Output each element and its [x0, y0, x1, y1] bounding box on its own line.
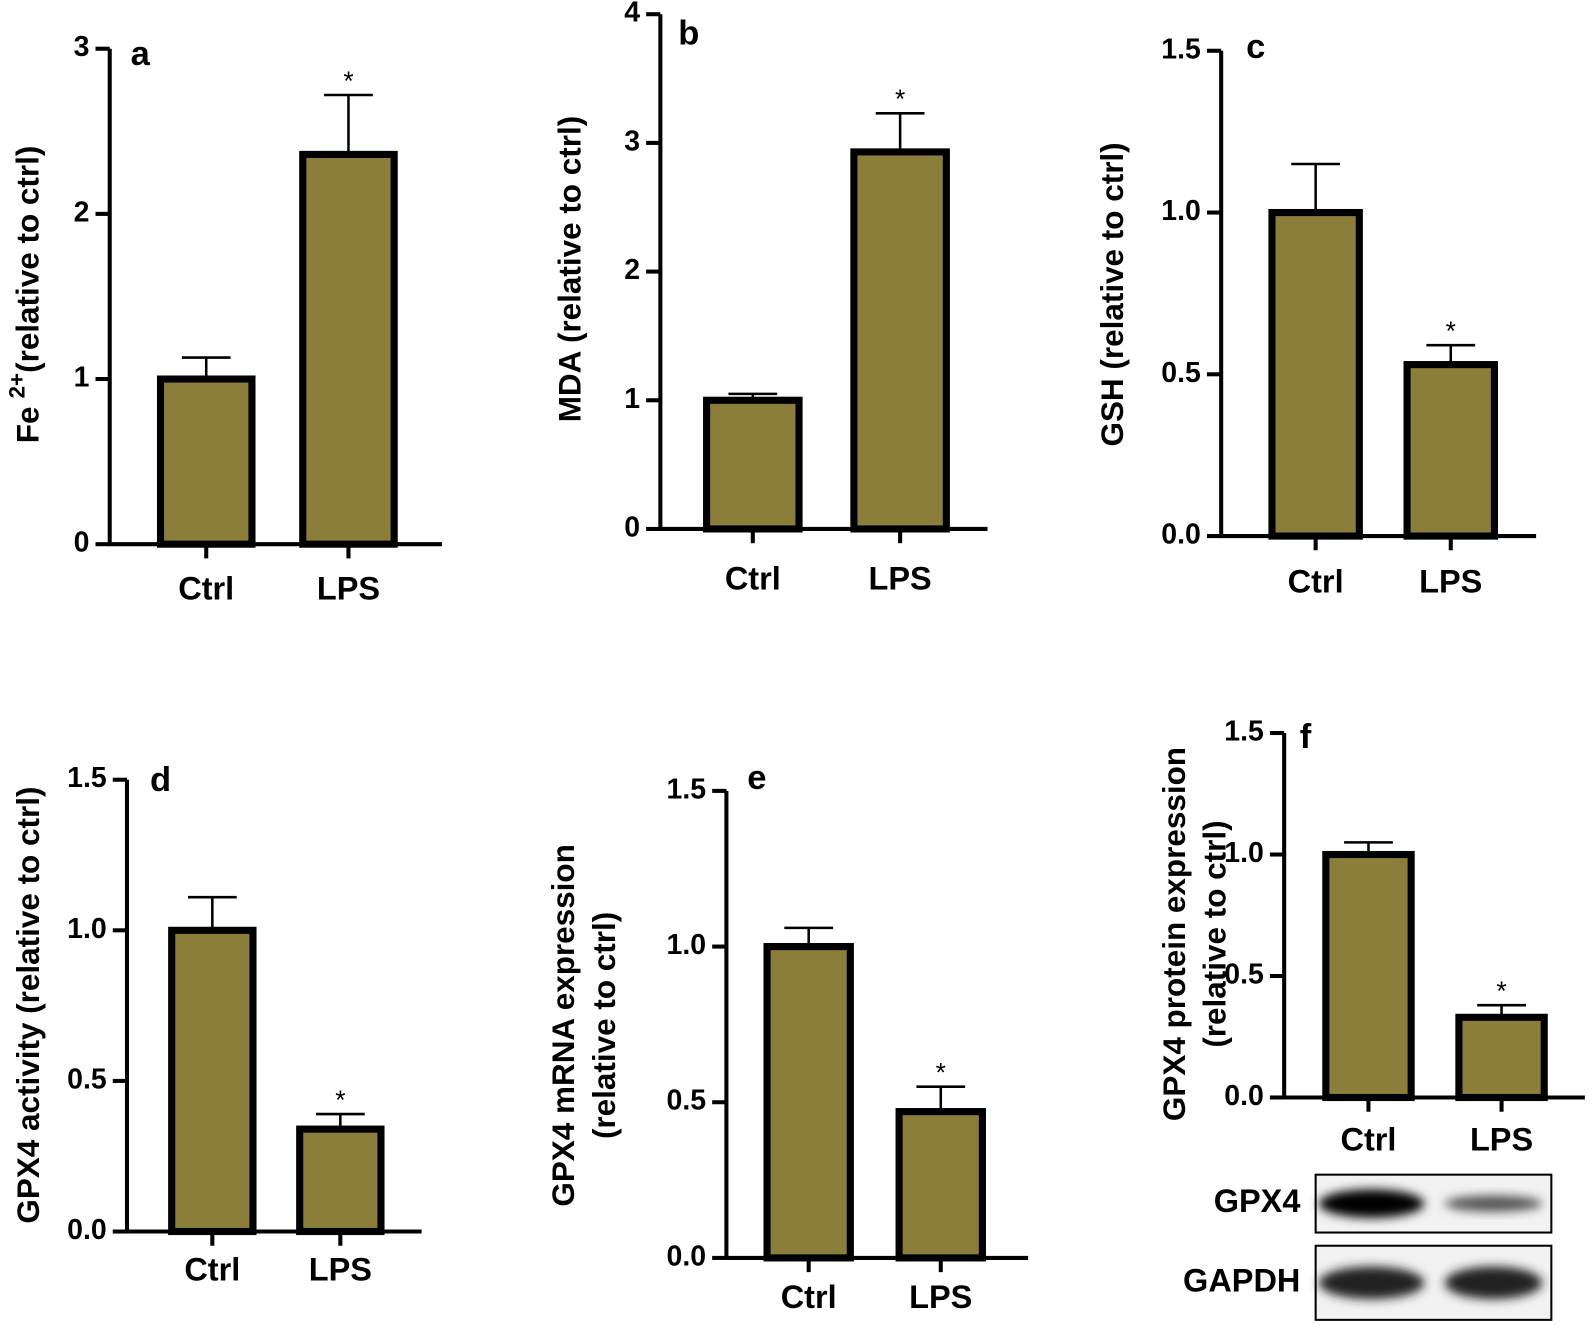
x-tick-label: LPS [909, 1279, 972, 1315]
y-tick-label: 2 [74, 196, 90, 228]
y-label-base: Fe [11, 406, 46, 443]
panel-label: c [1246, 28, 1265, 66]
y-tick-label: 0.5 [1161, 357, 1201, 389]
blot-band [1318, 1266, 1425, 1300]
bar [1322, 850, 1415, 1102]
y-tick-label: 0.0 [1224, 1080, 1264, 1112]
y-tick-label: 0 [74, 527, 90, 559]
y-axis-label: GPX4 mRNA expression (relative to ctrl) [546, 844, 622, 1206]
y-tick-label: 0.5 [667, 1085, 707, 1117]
y-tick-label: 1 [624, 383, 640, 415]
y-tick-label: 0.5 [1224, 959, 1264, 991]
significance-marker: * [335, 1085, 345, 1115]
y-label-rest: (relative to ctrl) [11, 146, 46, 373]
y-axis-label-line: (relative to ctrl) [1197, 820, 1232, 1047]
y-tick-label: 1.0 [667, 929, 707, 961]
significance-marker: * [936, 1057, 946, 1087]
y-tick-label: 0.0 [667, 1240, 707, 1272]
y-tick-label: 1.5 [667, 773, 707, 805]
y-tick-label: 1.0 [67, 913, 107, 945]
y-axis-label-line: GPX4 protein expression [1157, 747, 1192, 1121]
y-axis-label-text: Fe 2+(relative to ctrl) [4, 146, 46, 444]
x-tick-label: Ctrl [725, 560, 781, 596]
y-tick-label: 2 [624, 254, 640, 286]
blot-band [1444, 1195, 1543, 1212]
y-axis-label: MDA (relative to ctrl) [552, 116, 587, 422]
y-tick-label: 1.5 [1224, 716, 1264, 748]
blot-label: GAPDH [1183, 1262, 1300, 1298]
significance-marker: * [895, 84, 905, 114]
y-axis-label: GPX4 protein expression (relative to ctrl… [1157, 747, 1233, 1121]
significance-marker: * [1446, 316, 1456, 346]
y-tick-label: 0.5 [67, 1063, 107, 1095]
bar [1268, 208, 1363, 540]
bar [156, 375, 256, 548]
x-tick-label: LPS [317, 570, 380, 606]
y-axis-label: Fe 2+(relative to ctrl) [4, 146, 46, 444]
y-axis-label-line: GPX4 activity (relative to ctrl) [11, 787, 46, 1224]
y-axis-label: GSH (relative to ctrl) [1095, 142, 1130, 446]
bar [299, 150, 398, 548]
bar [168, 926, 257, 1236]
blot-band [1318, 1189, 1425, 1218]
y-tick-label: 1 [74, 362, 90, 394]
bar [895, 1108, 986, 1262]
x-tick-label: LPS [1470, 1122, 1533, 1158]
chart-panel: 0 1 2 3 Fe 2+(relative to ctrl) a Ctrl LPS * [4, 31, 442, 606]
chart-panel: 0.0 0.5 1.0 1.5 GSH (relative to ctrl) c Ctrl L… [1095, 28, 1537, 599]
chart-panel: 0.0 0.5 1.0 1.5 GPX4 activity (relative to c… [11, 761, 422, 1288]
y-tick-label: 1.5 [67, 762, 107, 794]
y-tick-label: 3 [74, 31, 90, 63]
bar [296, 1125, 385, 1236]
panel-label: b [678, 15, 699, 53]
y-axis-label-line: GSH (relative to ctrl) [1095, 142, 1130, 446]
x-tick-label: LPS [309, 1252, 372, 1288]
y-label-sup: 2+ [4, 373, 29, 398]
y-axis-label: GPX4 activity (relative to ctrl) [11, 787, 46, 1224]
y-axis-label-line: (relative to ctrl) [587, 912, 622, 1139]
bar [763, 943, 854, 1262]
y-axis-label-line: GPX4 mRNA expression [546, 844, 581, 1206]
panel-label: f [1300, 718, 1312, 756]
x-tick-label: Ctrl [184, 1252, 240, 1288]
bar [1403, 361, 1499, 540]
y-tick-label: 0.0 [1161, 519, 1201, 551]
x-tick-label: Ctrl [781, 1279, 837, 1315]
y-tick-label: 1.0 [1161, 195, 1201, 227]
y-tick-label: 3 [624, 125, 640, 157]
y-tick-label: 1.5 [1161, 33, 1201, 65]
panel-label: d [150, 761, 171, 799]
bar [1455, 1013, 1548, 1102]
y-tick-label: 0 [624, 511, 640, 543]
x-tick-label: Ctrl [178, 570, 234, 606]
chart-panel: 0 1 2 3 4 MDA (relative to ctrl) b Ctrl LPS * [552, 0, 988, 596]
blot-band [1444, 1266, 1543, 1300]
y-tick-label: 0.0 [67, 1214, 107, 1246]
x-tick-label: Ctrl [1340, 1122, 1396, 1158]
x-tick-label: LPS [1419, 563, 1482, 599]
x-tick-label: LPS [869, 560, 932, 596]
x-tick-label: Ctrl [1288, 563, 1344, 599]
y-axis-label-line: MDA (relative to ctrl) [552, 116, 587, 422]
bar [703, 396, 803, 533]
panel-label: a [131, 35, 151, 73]
chart-panel: 0.0 0.5 1.0 1.5 GPX4 mRNA expression (relativ… [546, 759, 1029, 1315]
bar [850, 148, 950, 533]
y-tick-label: 1.0 [1224, 837, 1264, 869]
y-tick-label: 4 [624, 0, 640, 29]
significance-marker: * [343, 66, 353, 96]
significance-marker: * [1496, 976, 1506, 1006]
blot-label: GPX4 [1214, 1183, 1301, 1219]
panel-label: e [747, 759, 766, 797]
